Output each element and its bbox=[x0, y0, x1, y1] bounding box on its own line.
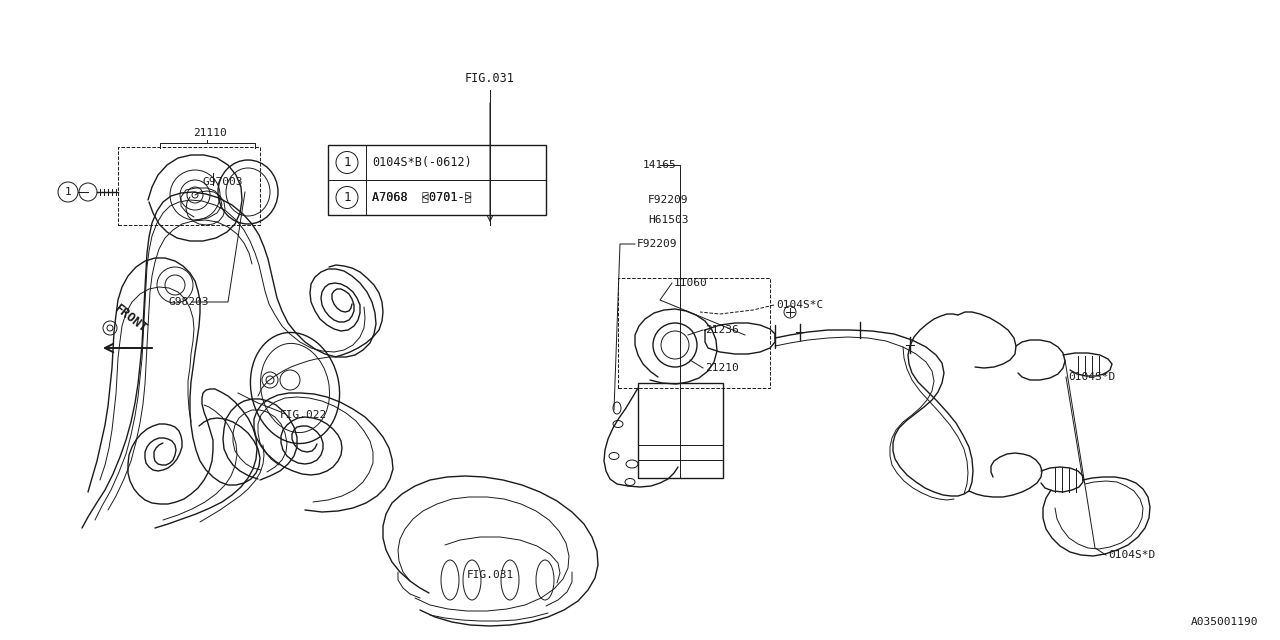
Text: 21236: 21236 bbox=[705, 325, 739, 335]
Bar bbox=[637, 383, 723, 478]
Text: 1: 1 bbox=[343, 156, 351, 169]
Text: FIG.031: FIG.031 bbox=[465, 72, 515, 84]
Bar bbox=[328, 145, 547, 215]
Text: 0104S*B(-0612): 0104S*B(-0612) bbox=[372, 156, 472, 169]
Text: 14165: 14165 bbox=[643, 160, 677, 170]
Text: 21110: 21110 bbox=[193, 128, 227, 138]
Text: FIG.022: FIG.022 bbox=[280, 410, 328, 420]
Text: 1: 1 bbox=[343, 191, 351, 204]
Text: 11060: 11060 bbox=[675, 278, 708, 288]
Text: 21210: 21210 bbox=[705, 363, 739, 373]
Text: FIG.031: FIG.031 bbox=[466, 570, 513, 580]
Text: 0104S*D: 0104S*D bbox=[1108, 550, 1156, 560]
Text: 0104S*C: 0104S*C bbox=[776, 300, 823, 310]
Text: A035001190: A035001190 bbox=[1190, 617, 1258, 627]
Text: F92209: F92209 bbox=[637, 239, 677, 249]
Text: F92209: F92209 bbox=[648, 195, 689, 205]
Text: G97003: G97003 bbox=[202, 177, 242, 187]
Text: FRONT: FRONT bbox=[113, 301, 150, 335]
Text: G98203: G98203 bbox=[168, 297, 209, 307]
Text: 1: 1 bbox=[64, 187, 72, 197]
Text: A7068  <0701->: A7068 <0701-> bbox=[372, 191, 472, 204]
Text: H61503: H61503 bbox=[648, 215, 689, 225]
Text: 0104S*D: 0104S*D bbox=[1068, 372, 1115, 382]
Text: A7068  〲0701-〳: A7068 〲0701-〳 bbox=[372, 191, 472, 204]
